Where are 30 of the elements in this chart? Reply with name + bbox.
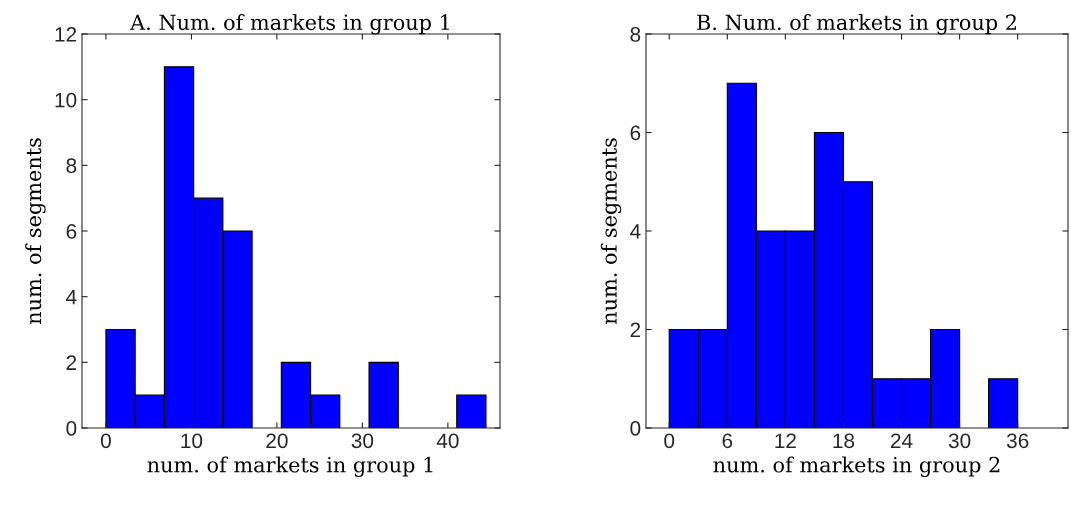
x-tick-label: 20 (266, 433, 288, 449)
y-axis-title: num. of segments (25, 138, 46, 325)
x-tick-label: 6 (722, 433, 733, 449)
y-axis-title: num. of segments (600, 138, 622, 325)
x-tick-label: 24 (890, 433, 913, 448)
x-axis-title: num. of markets in group 1 (147, 456, 433, 477)
y-tick-label: 10 (55, 92, 77, 108)
y-tick-label: 4 (630, 224, 641, 239)
y-tick-label: 2 (630, 322, 641, 338)
y-tick-label: 8 (630, 27, 641, 42)
y-tick-label: 4 (66, 289, 77, 305)
x-tick-label: 0 (100, 433, 111, 449)
x-tick-label: 40 (436, 433, 459, 449)
x-tick-label: 18 (833, 433, 855, 449)
y-tick-label: 0 (66, 421, 77, 436)
x-tick-label: 12 (775, 433, 796, 448)
y-tick-label: 0 (630, 421, 641, 436)
y-tick-label: 12 (55, 27, 77, 42)
x-tick-label: 0 (664, 433, 675, 449)
y-tick-label: 6 (630, 125, 641, 141)
chart-title: A. Num. of markets in group 1 (130, 14, 449, 35)
chart-title: B. Num. of markets in group 2 (697, 14, 1016, 35)
y-tick-label: 2 (66, 355, 77, 370)
x-tick-label: 10 (181, 433, 203, 449)
x-tick-label: 30 (351, 433, 374, 449)
x-tick-label: 30 (948, 433, 971, 449)
y-tick-label: 6 (66, 224, 77, 239)
x-axis-title: num. of markets in group 2 (713, 456, 1000, 477)
x-tick-label: 36 (1006, 433, 1029, 449)
y-tick-label: 8 (66, 158, 77, 174)
